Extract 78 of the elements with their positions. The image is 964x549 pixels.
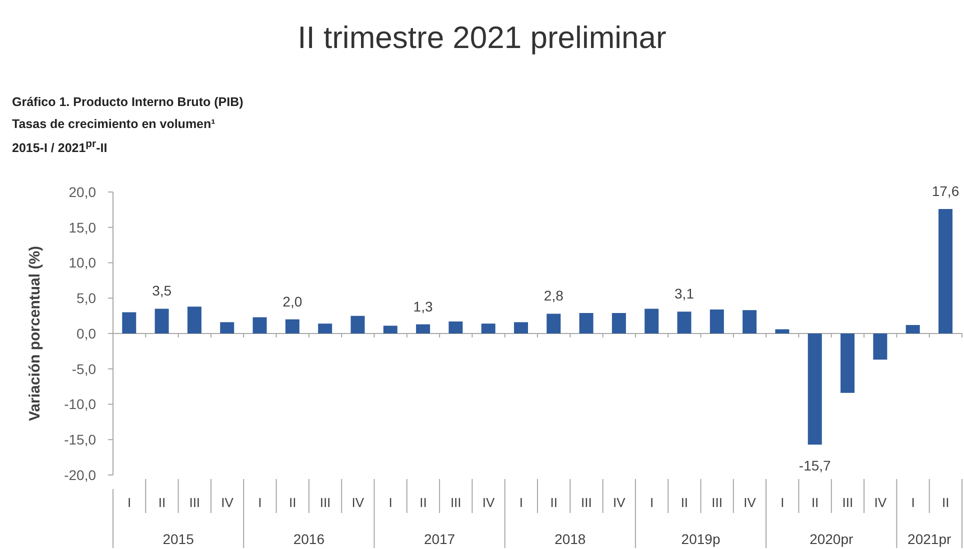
y-tick-label: 20,0: [68, 184, 96, 200]
text: 2018: [554, 531, 586, 547]
x-tick-label: III: [189, 495, 200, 510]
x-tick-label: II: [158, 495, 166, 510]
data-label: 1,3: [413, 298, 433, 314]
data-label: 17,6: [932, 182, 960, 199]
x-tick-label: IV: [612, 495, 626, 510]
x-tick-label: I: [519, 495, 523, 510]
bar: [285, 319, 300, 334]
data-label: 2,0: [282, 293, 302, 310]
x-tick-label: IV: [352, 495, 364, 510]
y-tick-label: -10,0: [64, 396, 96, 412]
bar: [579, 312, 594, 334]
text: 2017: [424, 531, 456, 547]
bar: [612, 312, 626, 334]
x-tick-label: III: [320, 495, 331, 510]
y-tick-label: 10,0: [68, 254, 96, 271]
bar: [416, 324, 430, 334]
bar: [350, 316, 365, 334]
y-axis-title: Variación porcentual (%): [26, 246, 44, 422]
text: 2016: [293, 531, 325, 547]
chart-title: II trimestre 2021 preliminar: [296, 20, 668, 56]
x-tick-label: II: [811, 495, 819, 510]
text: 2020pr: [810, 531, 854, 547]
x-tick-label: III: [450, 495, 462, 510]
x-tick-label: III: [712, 495, 723, 510]
data-label: -15,7: [798, 458, 832, 474]
x-tick-label: IV: [482, 495, 495, 510]
x-tick-label: I: [258, 495, 262, 510]
bar: [187, 306, 202, 334]
chart-subtitle: Gráfico 1. Producto Interno Bruto (PIB) Tasas de crecimiento en volumen¹ 2015-I / 2021$^{pr}$-II: [12, 95, 244, 156]
bar: [448, 321, 463, 334]
bar: [383, 326, 398, 334]
x-tick-label: I: [388, 495, 392, 510]
y-tick-label: -5,0: [72, 360, 96, 377]
x-tick-label: II: [288, 495, 296, 510]
bar: [840, 334, 855, 393]
data-label: 3,1: [674, 286, 694, 302]
text: 2019p: [681, 531, 720, 547]
x-tick-label: I: [911, 495, 915, 510]
bar: [808, 334, 822, 445]
x-tick-label: II: [680, 495, 688, 510]
bar: [775, 329, 790, 334]
y-tick-label: 15,0: [68, 219, 96, 236]
data-label: 3,5: [152, 282, 172, 299]
bar: [906, 325, 920, 334]
text: 2015: [162, 531, 194, 547]
x-tick-label: I: [780, 495, 784, 510]
bar: [677, 312, 692, 334]
bar: [873, 334, 888, 360]
x-tick-label: II: [550, 495, 558, 510]
x-tick-label: III: [842, 495, 854, 510]
x-tick-label: IV: [744, 495, 756, 510]
bar: [154, 308, 169, 334]
x-tick-label: I: [128, 495, 132, 510]
x-tick-label: IV: [221, 495, 234, 510]
x-tick-label: II: [420, 495, 427, 510]
bar: [220, 322, 234, 334]
bar: [644, 308, 659, 334]
x-tick-label: I: [650, 495, 654, 510]
bar: [318, 324, 332, 334]
x-tick-label: IV: [874, 495, 887, 510]
y-tick-label: 0,0: [76, 325, 96, 342]
text: 2021pr: [908, 531, 952, 547]
bar: [252, 317, 267, 334]
y-tick-label: -20,0: [64, 466, 96, 483]
bar: [122, 312, 136, 334]
data-label: 2,8: [544, 288, 564, 304]
bar: [938, 208, 952, 334]
x-tick-label: III: [581, 495, 592, 510]
bar: [514, 322, 528, 334]
bar: [481, 324, 496, 334]
y-tick-label: -15,0: [64, 432, 96, 448]
bar: [710, 309, 724, 334]
bar: [546, 314, 561, 334]
x-tick-label: II: [942, 495, 950, 510]
y-tick-label: 5,0: [76, 290, 96, 306]
bar: [742, 310, 757, 334]
